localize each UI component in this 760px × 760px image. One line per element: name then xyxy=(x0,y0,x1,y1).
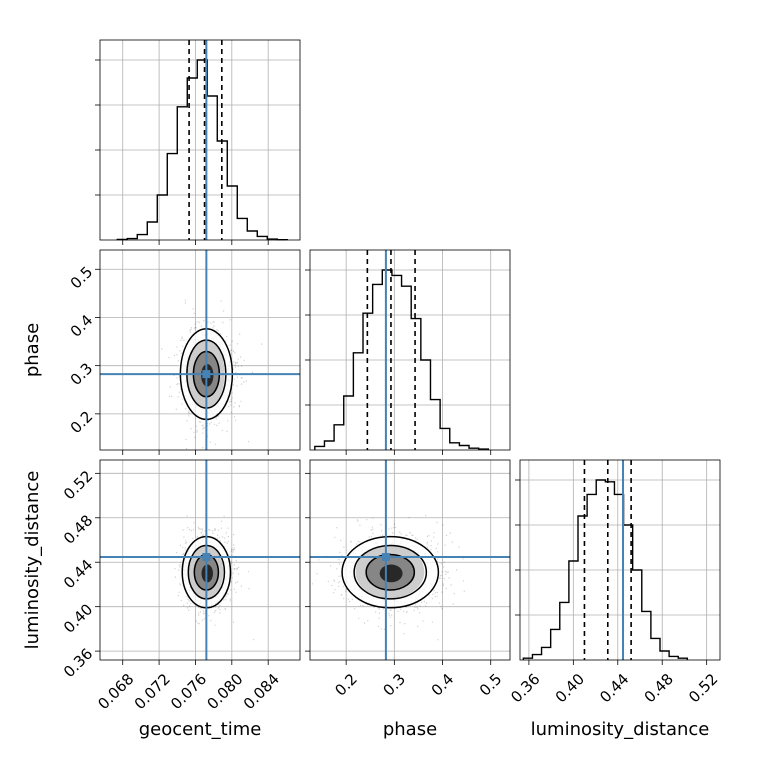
pair-phase-vs-luminosity-distance-xtick-label: 0.3 xyxy=(379,670,409,700)
hist-luminosity-distance-xtick-label: 0.44 xyxy=(596,670,632,706)
pair-geocent-time-vs-phase-ytick-label: 0.2 xyxy=(67,407,97,437)
hist-luminosity-distance-xtick-label: 0.40 xyxy=(552,670,588,706)
pair-geocent-time-vs-phase-ytick-label: 0.4 xyxy=(67,311,97,341)
pair-geocent-time-vs-phase-ytick-label: 0.3 xyxy=(67,359,97,389)
pair-geocent-time-vs-luminosity-distance-ytick-label: 0.48 xyxy=(60,511,96,547)
pair-geocent-time-vs-luminosity-distance-ytick-label: 0.40 xyxy=(60,600,96,636)
pair-geocent-time-vs-luminosity-distance-ytick-label: 0.36 xyxy=(60,645,96,681)
pair-geocent-time-vs-luminosity-distance-xtick-label: 0.080 xyxy=(203,670,246,713)
pair-geocent-time-vs-phase-truth-marker xyxy=(202,370,210,378)
hist-luminosity-distance-xtick-label: 0.52 xyxy=(685,670,721,706)
pair-geocent-time-vs-luminosity-distance-ytick-label: 0.52 xyxy=(60,467,96,503)
hist-phase-frame xyxy=(310,250,510,450)
pair-geocent-time-vs-luminosity-distance-ytick-label: 0.44 xyxy=(60,556,96,592)
y-axis-label-phase: phase xyxy=(22,323,43,377)
pair-phase-vs-luminosity-distance-xtick-label: 0.4 xyxy=(428,670,458,700)
pair-phase-vs-luminosity-distance-truth-marker xyxy=(382,553,390,561)
x-axis-label-luminosity-distance: luminosity_distance xyxy=(531,719,710,740)
pair-phase-vs-luminosity-distance-xtick-label: 0.5 xyxy=(476,670,506,700)
pair-geocent-time-vs-luminosity-distance-xtick-label: 0.084 xyxy=(240,670,283,713)
hist-luminosity-distance-xtick-label: 0.48 xyxy=(641,670,677,706)
hist-luminosity-distance-xtick-label: 0.36 xyxy=(507,670,543,706)
pair-geocent-time-vs-luminosity-distance-xtick-label: 0.076 xyxy=(167,670,210,713)
pair-geocent-time-vs-luminosity-distance-truth-marker xyxy=(202,553,210,561)
y-axis-label-luminosity-distance: luminosity_distance xyxy=(22,471,43,650)
pair-geocent-time-vs-luminosity-distance-xtick-label: 0.068 xyxy=(94,670,137,713)
x-axis-label-geocent-time: geocent_time xyxy=(139,719,262,740)
pair-phase-vs-luminosity-distance-xtick-label: 0.2 xyxy=(331,670,361,700)
x-axis-label-phase: phase xyxy=(383,719,437,740)
pair-geocent-time-vs-phase-ytick-label: 0.5 xyxy=(67,263,97,293)
hist-geocent-time-frame xyxy=(100,40,300,240)
pair-phase-vs-luminosity-distance-density-level xyxy=(380,565,403,583)
pair-geocent-time-vs-luminosity-distance-xtick-label: 0.072 xyxy=(131,670,174,713)
